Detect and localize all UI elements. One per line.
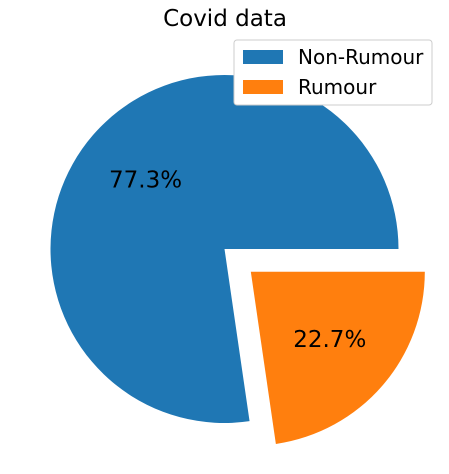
pie-slice-non-rumour	[50, 75, 399, 424]
pie-slice-rumour	[250, 271, 425, 444]
legend-swatch-non-rumour	[243, 50, 283, 64]
slice-label-rumour: 22.7%	[293, 327, 366, 353]
legend-swatch-rumour	[243, 80, 283, 94]
slice-label-non-rumour: 77.3%	[109, 168, 182, 194]
legend-frame	[233, 39, 433, 106]
legend-label-rumour: Rumour	[298, 75, 377, 99]
legend: Non-Rumour Rumour	[233, 39, 433, 106]
chart-title: Covid data	[163, 6, 287, 32]
slices-layer	[50, 75, 425, 444]
labels-layer: 77.3% 22.7%	[109, 168, 366, 353]
legend-label-non-rumour: Non-Rumour	[298, 45, 424, 69]
